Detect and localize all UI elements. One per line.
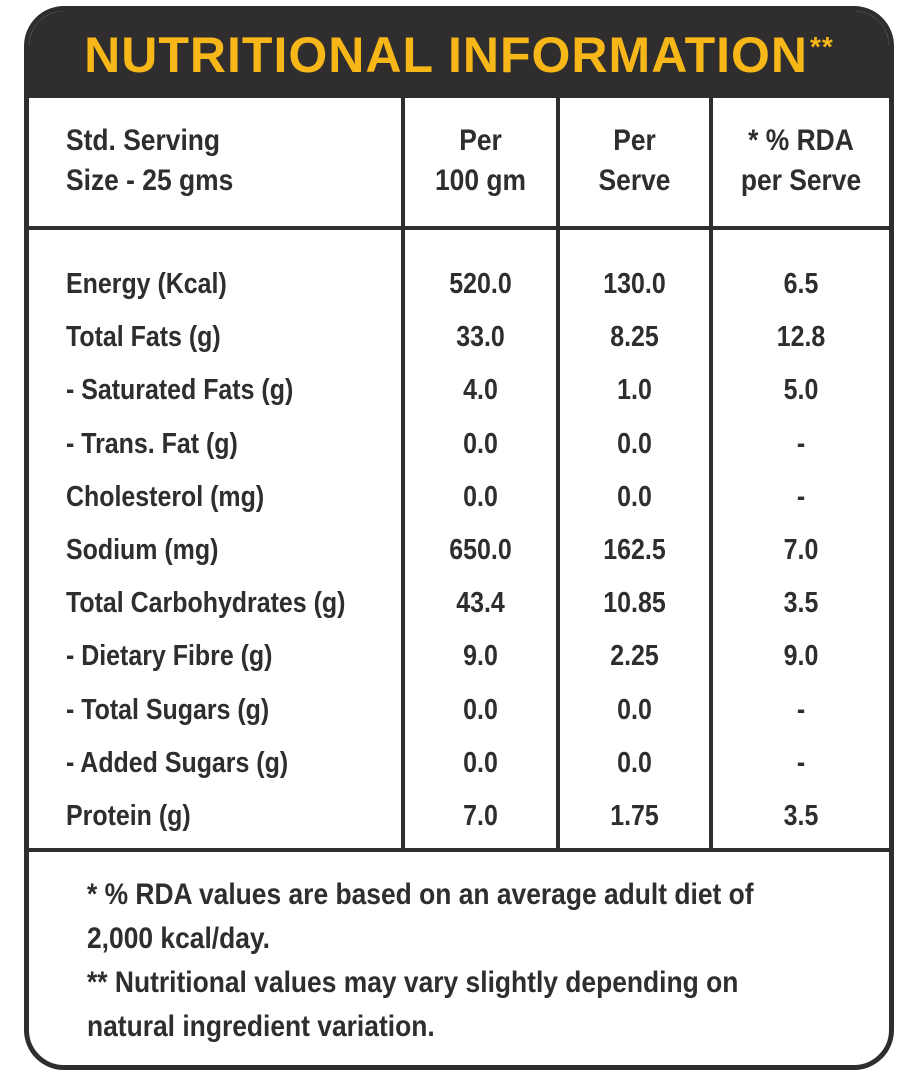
cell-perServe: 1.75 — [610, 799, 659, 832]
cell-name: Sodium (mg) — [66, 533, 219, 566]
title-bar: NUTRITIONAL INFORMATION ** — [29, 11, 889, 98]
cell-name: - Added Sugars (g) — [66, 746, 289, 779]
cell-per100: 0.0 — [463, 693, 498, 726]
column-divider-3 — [709, 98, 713, 850]
cell-rda: - — [796, 480, 806, 513]
header-per100-line2: 100 gm — [435, 164, 526, 197]
cell-name: Total Fats (g) — [66, 321, 221, 354]
cell-rda: 7.0 — [783, 533, 819, 566]
table-row: Total Carbohydrates (g) 43.4 10.85 3.5 — [29, 577, 889, 630]
footnote-variation-line1: ** Nutritional values may vary slightly … — [87, 966, 739, 999]
cell-perServe: 0.0 — [617, 427, 652, 460]
cell-perServe: 8.25 — [610, 321, 659, 354]
cell-perServe: 0.0 — [617, 480, 652, 513]
cell-per100: 43.4 — [456, 587, 505, 620]
cell-perServe: 162.5 — [603, 533, 666, 566]
cell-perServe: 1.0 — [617, 374, 652, 407]
nutrient-table-body: Energy (Kcal) 520.0 130.0 6.5 Total Fats (g)… — [29, 258, 889, 843]
panel-title: NUTRITIONAL INFORMATION — [84, 26, 809, 83]
table-row: Protein (g) 7.0 1.75 3.5 — [29, 790, 889, 843]
header-per-100gm: Per 100 gm — [414, 121, 547, 201]
cell-rda: - — [796, 746, 806, 779]
cell-per100: 9.0 — [463, 640, 498, 673]
cell-per100: 520.0 — [449, 268, 512, 300]
cell-name: - Trans. Fat (g) — [66, 427, 238, 460]
cell-per100: 650.0 — [449, 533, 512, 566]
cell-name: - Total Sugars (g) — [66, 693, 270, 726]
nutrition-panel: NUTRITIONAL INFORMATION ** Std. Serving S… — [24, 6, 894, 1070]
cell-name: Total Carbohydrates (g) — [66, 587, 346, 620]
cell-name: Protein (g) — [66, 799, 191, 832]
header-serving-line1: Std. Serving — [66, 124, 221, 157]
cell-per100: 33.0 — [456, 321, 505, 354]
cell-rda: 6.5 — [783, 268, 819, 300]
cell-per100: 7.0 — [463, 799, 498, 832]
cell-per100: 4.0 — [463, 374, 498, 407]
title-mark: ** — [810, 30, 834, 62]
cell-name: Energy (Kcal) — [66, 268, 227, 300]
footnote-rda-line1: * % RDA values are based on an average a… — [87, 878, 754, 911]
cell-per100: 0.0 — [463, 427, 498, 460]
header-per100-line1: Per — [459, 124, 502, 157]
header-serving-size: Std. Serving Size - 25 gms — [66, 121, 233, 201]
table-row: Sodium (mg) 650.0 162.5 7.0 — [29, 524, 889, 577]
column-divider-1 — [401, 98, 405, 850]
table-row: - Added Sugars (g) 0.0 0.0 - — [29, 737, 889, 790]
cell-rda: 9.0 — [783, 640, 819, 673]
footer-divider — [29, 848, 889, 852]
cell-name: - Saturated Fats (g) — [66, 374, 294, 407]
header-serving-line2: Size - 25 gms — [66, 164, 234, 197]
header-perserve-line2: Serve — [598, 164, 671, 197]
footnote-variation-line2: natural ingredient variation. — [87, 1010, 435, 1043]
cell-perServe: 2.25 — [610, 640, 659, 673]
table-row: - Total Sugars (g) 0.0 0.0 - — [29, 684, 889, 737]
cell-rda: - — [796, 427, 806, 460]
cell-rda: 12.8 — [776, 321, 826, 354]
cell-perServe: 130.0 — [603, 268, 666, 300]
cell-per100: 0.0 — [463, 480, 498, 513]
footnote-rda-line2: 2,000 kcal/day. — [87, 922, 270, 955]
table-row: - Dietary Fibre (g) 9.0 2.25 9.0 — [29, 630, 889, 683]
header-divider — [29, 226, 889, 230]
cell-rda: 3.5 — [783, 587, 819, 620]
cell-perServe: 0.0 — [617, 746, 652, 779]
cell-per100: 0.0 — [463, 746, 498, 779]
header-rda: * % RDA per Serve — [724, 121, 879, 201]
cell-rda: - — [796, 693, 806, 726]
table-row: Total Fats (g) 33.0 8.25 12.8 — [29, 311, 889, 364]
table-row: - Saturated Fats (g) 4.0 1.0 5.0 — [29, 364, 889, 417]
table-row: Energy (Kcal) 520.0 130.0 6.5 — [29, 258, 889, 311]
table-row: - Trans. Fat (g) 0.0 0.0 - — [29, 418, 889, 471]
column-divider-2 — [556, 98, 560, 850]
cell-perServe: 10.85 — [603, 587, 666, 620]
cell-perServe: 0.0 — [617, 693, 652, 726]
cell-rda: 3.5 — [783, 799, 819, 832]
header-rda-line1: * % RDA — [748, 124, 854, 157]
table-row: Cholesterol (mg) 0.0 0.0 - — [29, 471, 889, 524]
header-rda-line2: per Serve — [740, 164, 862, 197]
header-perserve-line1: Per — [613, 124, 656, 157]
cell-rda: 5.0 — [783, 374, 819, 407]
cell-name: - Dietary Fibre (g) — [66, 640, 273, 673]
header-per-serve: Per Serve — [569, 121, 700, 201]
cell-name: Cholesterol (mg) — [66, 480, 265, 513]
footnotes: * % RDA values are based on an average a… — [87, 873, 835, 1049]
